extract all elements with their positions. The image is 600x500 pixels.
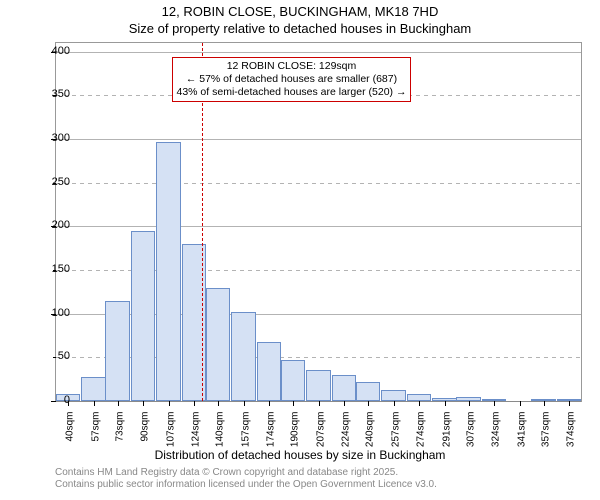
gridline-major xyxy=(56,139,581,140)
xtick-mark xyxy=(445,401,446,406)
ytick-label-minor: 350 xyxy=(42,88,70,100)
xtick-label: 140sqm xyxy=(215,412,226,462)
histogram-bar xyxy=(156,142,181,401)
xtick-label: 190sqm xyxy=(290,412,301,462)
xtick-mark xyxy=(194,401,195,406)
xtick-label: 207sqm xyxy=(315,412,326,462)
histogram-bar xyxy=(356,382,381,401)
ytick-label: 200 xyxy=(42,219,70,231)
xtick-label: 174sqm xyxy=(266,412,277,462)
annot-line3: 43% of semi-detached houses are larger (… xyxy=(177,86,407,99)
xtick-label: 357sqm xyxy=(540,412,551,462)
footer-line1: Contains HM Land Registry data © Crown c… xyxy=(55,467,437,479)
annot-line1: 12 ROBIN CLOSE: 129sqm xyxy=(177,60,407,73)
xtick-mark xyxy=(344,401,345,406)
annot-line2: ← 57% of detached houses are smaller (68… xyxy=(177,73,407,86)
histogram-bar xyxy=(257,342,282,401)
histogram-bar xyxy=(231,312,256,401)
ytick-label-minor: 150 xyxy=(42,263,70,275)
chart-container: 12, ROBIN CLOSE, BUCKINGHAM, MK18 7HD Si… xyxy=(0,0,600,500)
xtick-mark xyxy=(218,401,219,406)
xtick-label: 224sqm xyxy=(341,412,352,462)
xtick-label: 40sqm xyxy=(65,412,76,462)
gridline-minor xyxy=(56,183,581,184)
ytick-label: 0 xyxy=(42,394,70,406)
xtick-mark xyxy=(368,401,369,406)
xtick-mark xyxy=(94,401,95,406)
ytick-label: 400 xyxy=(42,45,70,57)
xtick-mark xyxy=(520,401,521,406)
xtick-label: 291sqm xyxy=(441,412,452,462)
ytick-label: 100 xyxy=(42,307,70,319)
annotation-box: 12 ROBIN CLOSE: 129sqm← 57% of detached … xyxy=(172,57,412,102)
plot-area: 12 ROBIN CLOSE: 129sqm← 57% of detached … xyxy=(55,42,582,402)
xtick-mark xyxy=(419,401,420,406)
chart-title-line2: Size of property relative to detached ho… xyxy=(0,21,600,36)
xtick-mark xyxy=(319,401,320,406)
histogram-bar xyxy=(281,360,306,401)
xtick-mark xyxy=(143,401,144,406)
xtick-label: 157sqm xyxy=(240,412,251,462)
xtick-label: 124sqm xyxy=(191,412,202,462)
xtick-mark xyxy=(293,401,294,406)
xtick-label: 324sqm xyxy=(491,412,502,462)
xtick-mark xyxy=(169,401,170,406)
gridline-major xyxy=(56,226,581,227)
histogram-bar xyxy=(306,370,331,401)
xtick-mark xyxy=(394,401,395,406)
xtick-label: 107sqm xyxy=(165,412,176,462)
xtick-mark xyxy=(269,401,270,406)
xtick-label: 307sqm xyxy=(465,412,476,462)
histogram-bar xyxy=(131,231,156,401)
xtick-label: 240sqm xyxy=(365,412,376,462)
gridline-major xyxy=(56,52,581,53)
xtick-label: 73sqm xyxy=(114,412,125,462)
ytick-label-minor: 50 xyxy=(42,350,70,362)
xtick-mark xyxy=(569,401,570,406)
xtick-label: 90sqm xyxy=(140,412,151,462)
histogram-bar xyxy=(332,375,357,401)
xtick-label: 257sqm xyxy=(390,412,401,462)
xtick-mark xyxy=(494,401,495,406)
footer-attribution: Contains HM Land Registry data © Crown c… xyxy=(55,467,437,491)
histogram-bar xyxy=(105,301,130,401)
xtick-label: 274sqm xyxy=(416,412,427,462)
ytick-label: 300 xyxy=(42,132,70,144)
xtick-mark xyxy=(244,401,245,406)
xtick-label: 57sqm xyxy=(90,412,101,462)
footer-line2: Contains public sector information licen… xyxy=(55,479,437,491)
chart-title-line1: 12, ROBIN CLOSE, BUCKINGHAM, MK18 7HD xyxy=(0,4,600,19)
ytick-label-minor: 250 xyxy=(42,176,70,188)
xtick-mark xyxy=(118,401,119,406)
xtick-mark xyxy=(544,401,545,406)
histogram-bar xyxy=(381,390,406,401)
xtick-label: 374sqm xyxy=(566,412,577,462)
histogram-bar xyxy=(81,377,106,401)
xtick-label: 341sqm xyxy=(516,412,527,462)
histogram-bar xyxy=(182,244,207,401)
histogram-bar xyxy=(407,394,432,401)
histogram-bar xyxy=(206,288,231,402)
xtick-mark xyxy=(469,401,470,406)
